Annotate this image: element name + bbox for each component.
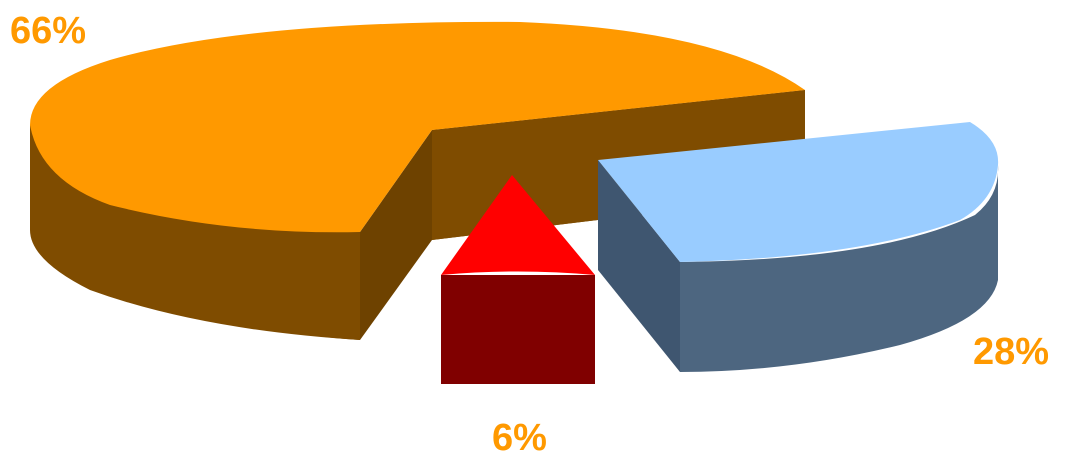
slice-28-outer-wall [680,165,999,372]
slices-layer [30,21,999,384]
label-66: 66% [10,10,86,52]
labels-layer: 66% 6% 28% [10,10,1049,452]
slice-28 [598,122,999,372]
slice-28-top [598,122,999,262]
slice-6-top [441,175,595,275]
slice-28-cut-wall [598,160,680,372]
label-6: 6% [492,417,547,452]
slice-66-cut-wall [360,130,432,340]
label-28: 28% [973,331,1049,373]
slice-66-outer-wall [30,125,360,340]
slice-6-side [441,275,595,384]
slice-6 [441,175,595,384]
slice-66-top [30,21,805,233]
